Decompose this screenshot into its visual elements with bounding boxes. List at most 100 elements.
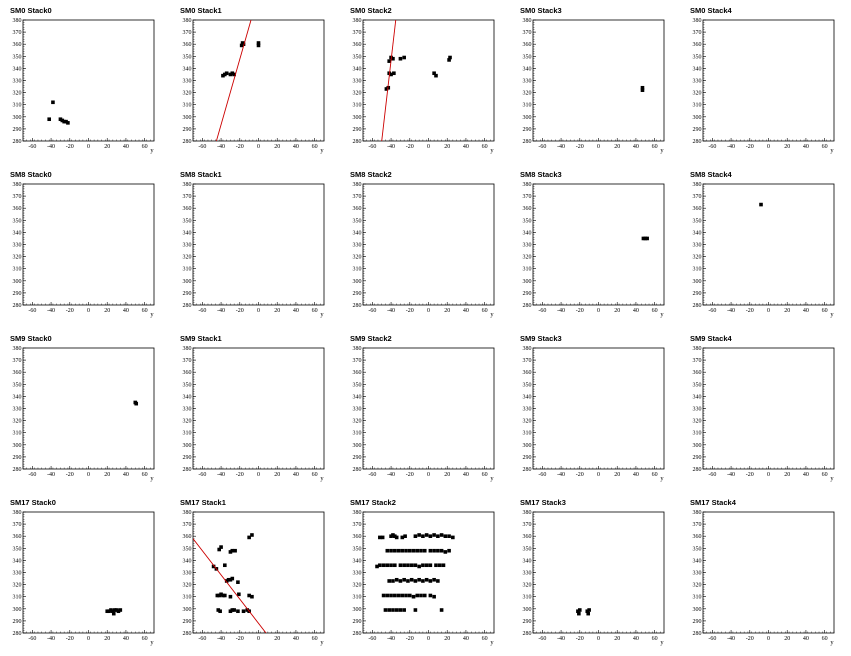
x-tick-label: 40: [633, 144, 639, 150]
y-tick-label: 380: [183, 18, 192, 24]
data-point: [406, 563, 410, 568]
data-point: [759, 202, 763, 207]
x-tick-label: 40: [803, 144, 809, 150]
plot-svg: 280 290 300 310 320 330 340 350 360 370 380 -60 -40 -…: [183, 18, 325, 154]
data-point: [241, 42, 246, 46]
data-point: [221, 73, 225, 78]
y-tick-label: 280: [13, 467, 22, 473]
x-tick-label: -20: [236, 308, 244, 314]
x-axis-label: y: [830, 147, 834, 154]
y-tick-label: 330: [523, 243, 532, 249]
data-point: [451, 535, 455, 540]
y-tick-label: 290: [13, 455, 22, 461]
x-tick-label: -40: [557, 636, 565, 642]
plot-title: SM0 Stack2: [350, 6, 392, 15]
data-point: [424, 533, 429, 537]
y-tick-label: 300: [183, 279, 192, 285]
x-tick-label: 60: [312, 636, 318, 642]
x-tick-label: -20: [406, 636, 414, 642]
y-tick-label: 350: [523, 54, 532, 60]
x-tick-label: -40: [557, 308, 565, 314]
data-point: [577, 611, 581, 616]
y-tick-label: 310: [523, 103, 532, 109]
y-tick-label: 290: [523, 455, 532, 461]
plot-svg: 280 290 300 310 320 330 340 350 360 370 380 -60 -40 -…: [693, 18, 835, 154]
data-point: [400, 535, 405, 540]
y-tick-label: 350: [523, 218, 532, 224]
x-tick-label: 60: [482, 472, 488, 478]
x-tick-label: 60: [142, 636, 148, 642]
y-tick-label: 300: [183, 115, 192, 121]
y-tick-label: 380: [353, 18, 362, 24]
y-tick-label: 280: [353, 631, 362, 637]
data-layer: [576, 608, 591, 616]
y-tick-label: 280: [183, 139, 192, 145]
data-point: [236, 609, 240, 614]
data-point: [216, 608, 221, 612]
plot-frame: [22, 511, 155, 634]
x-tick-label: 20: [274, 308, 280, 314]
y-tick-label: 340: [13, 230, 22, 236]
y-tick-label: 370: [353, 358, 362, 364]
data-point: [247, 535, 251, 540]
x-tick-label: -40: [727, 308, 735, 314]
y-tick-label: 320: [523, 583, 532, 589]
data-point: [641, 236, 646, 241]
y-tick-label: 310: [523, 431, 532, 437]
data-point: [428, 593, 433, 598]
plot-title: SM17 Stack2: [350, 498, 396, 507]
y-tick-label: 360: [353, 370, 362, 376]
y-tick-label: 300: [183, 607, 192, 613]
x-tick-label: 0: [257, 636, 260, 642]
y-tick-label: 370: [353, 522, 362, 528]
data-point: [389, 593, 393, 598]
y-tick-label: 380: [353, 346, 362, 352]
y-tick-label: 320: [693, 91, 702, 97]
y-tick-label: 360: [183, 370, 192, 376]
data-point: [247, 593, 251, 598]
data-point: [428, 579, 433, 583]
data-point: [217, 547, 221, 552]
plot-svg: 280 290 300 310 320 330 340 350 360 370 380 -60 -40 -…: [183, 182, 325, 318]
x-tick-label: -40: [47, 144, 55, 150]
y-tick-label: 290: [183, 619, 192, 625]
plot-title: SM9 Stack2: [350, 334, 392, 343]
y-tick-label: 350: [13, 546, 22, 552]
x-tick-label: 40: [803, 636, 809, 642]
x-tick-label: -60: [538, 308, 546, 314]
y-tick-label: 280: [693, 467, 702, 473]
x-tick-label: -40: [727, 472, 735, 478]
data-point: [105, 609, 110, 614]
data-point: [394, 535, 399, 540]
data-point: [413, 534, 418, 538]
y-tick-label: 300: [693, 115, 702, 121]
data-point: [402, 608, 406, 612]
plot-frame: [22, 347, 155, 470]
x-tick-label: 0: [767, 472, 770, 478]
y-tick-label: 290: [353, 455, 362, 461]
x-tick-label: 60: [482, 636, 488, 642]
data-layer: [47, 100, 70, 125]
y-tick-label: 280: [523, 303, 532, 309]
y-tick-label: 340: [13, 558, 22, 564]
y-tick-label: 330: [693, 407, 702, 413]
y-tick-label: 310: [183, 267, 192, 273]
x-axis-label: y: [150, 639, 154, 646]
y-tick-label: 370: [693, 194, 702, 200]
y-tick-label: 330: [13, 79, 22, 85]
data-point: [417, 564, 421, 569]
y-tick-label: 310: [13, 431, 22, 437]
y-tick-label: 360: [523, 206, 532, 212]
x-axis-label: y: [150, 311, 154, 318]
x-tick-label: -20: [236, 636, 244, 642]
y-tick-label: 320: [693, 583, 702, 589]
data-point: [434, 73, 438, 78]
plot-frame: [362, 511, 495, 634]
plot-frame: [532, 183, 665, 306]
x-tick-label: 60: [142, 472, 148, 478]
y-tick-label: 300: [13, 279, 22, 285]
plot-svg: 280 290 300 310 320 330 340 350 360 370 380 -60 -40 -…: [523, 182, 665, 318]
data-layer: [105, 608, 123, 616]
plot-title: SM8 Stack2: [350, 170, 392, 179]
data-point: [400, 548, 405, 553]
